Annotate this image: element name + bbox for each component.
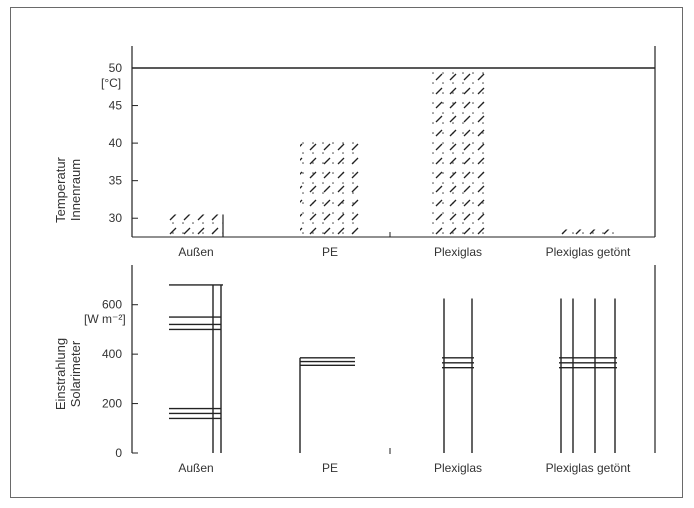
top-bar: [169, 214, 223, 237]
bottom-ylabel-line2: Solarimeter: [68, 340, 83, 407]
top-ytick-label: 50: [109, 61, 123, 75]
radiation-panel: 0 200 400 600 Außen PE Plexiglas Plexiglas get…: [53, 232, 656, 475]
top-bar: [300, 141, 360, 237]
top-ytick-label: 40: [109, 136, 123, 150]
temperature-panel: 30 35 40 45 50 Außen PE Plexiglas Plexiglas get…: [53, 46, 656, 259]
top-ytick-label: 45: [109, 99, 123, 113]
top-ylabel-line1: Temperatur: [53, 156, 68, 222]
bottom-ytick-label: 400: [102, 347, 122, 361]
bottom-ylabel-line1: Einstrahlung: [53, 338, 68, 410]
top-ytick-label: 35: [109, 174, 123, 188]
top-unit: [°C]: [101, 76, 121, 90]
bottom-category-label: Plexiglas: [434, 461, 482, 475]
bottom-ytick-label: 600: [102, 298, 122, 312]
bottom-ytick-label: 200: [102, 397, 122, 411]
bottom-category-label: Plexiglas getönt: [546, 461, 631, 475]
top-category-label: Außen: [178, 245, 213, 259]
top-bar: [431, 68, 485, 237]
bottom-category-label: PE: [322, 461, 338, 475]
top-ytick-label: 30: [109, 211, 123, 225]
figure-frame: [10, 7, 683, 498]
top-category-label: Plexiglas: [434, 245, 482, 259]
bottom-category-label: Außen: [178, 461, 213, 475]
top-ylabel-line2: Innenraum: [68, 159, 83, 221]
top-bar: [559, 229, 617, 237]
top-category-label: PE: [322, 245, 338, 259]
top-category-label: Plexiglas getönt: [546, 245, 631, 259]
bottom-ytick-label: 0: [115, 446, 122, 460]
bottom-unit: [W m⁻²]: [84, 312, 126, 326]
